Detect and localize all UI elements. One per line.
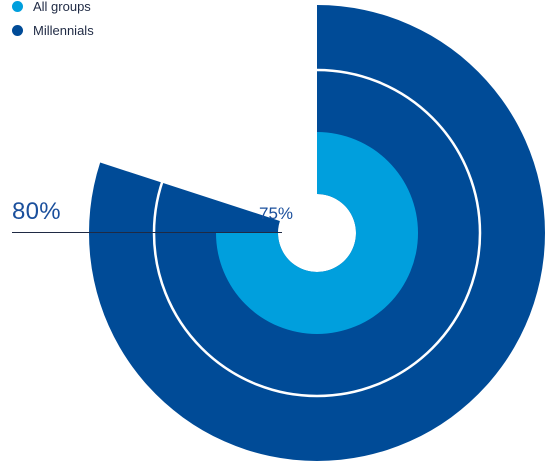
radial-bar-millennials [88,5,545,461]
data-label-all-groups: 75% [259,204,294,223]
legend: All groups Millennials [12,0,94,42]
data-label-millennials: 80% [12,198,61,225]
divider-ring [152,68,482,398]
legend-item-millennials: Millennials [12,18,94,42]
legend-swatch-millennials [12,24,23,36]
legend-item-all-groups: All groups [12,0,94,18]
legend-label-millennials: Millennials [33,22,94,38]
legend-swatch-all-groups [12,0,23,12]
radial-bar-all-groups [216,132,418,334]
leader-line [12,232,282,233]
legend-label-all-groups: All groups [33,0,91,14]
